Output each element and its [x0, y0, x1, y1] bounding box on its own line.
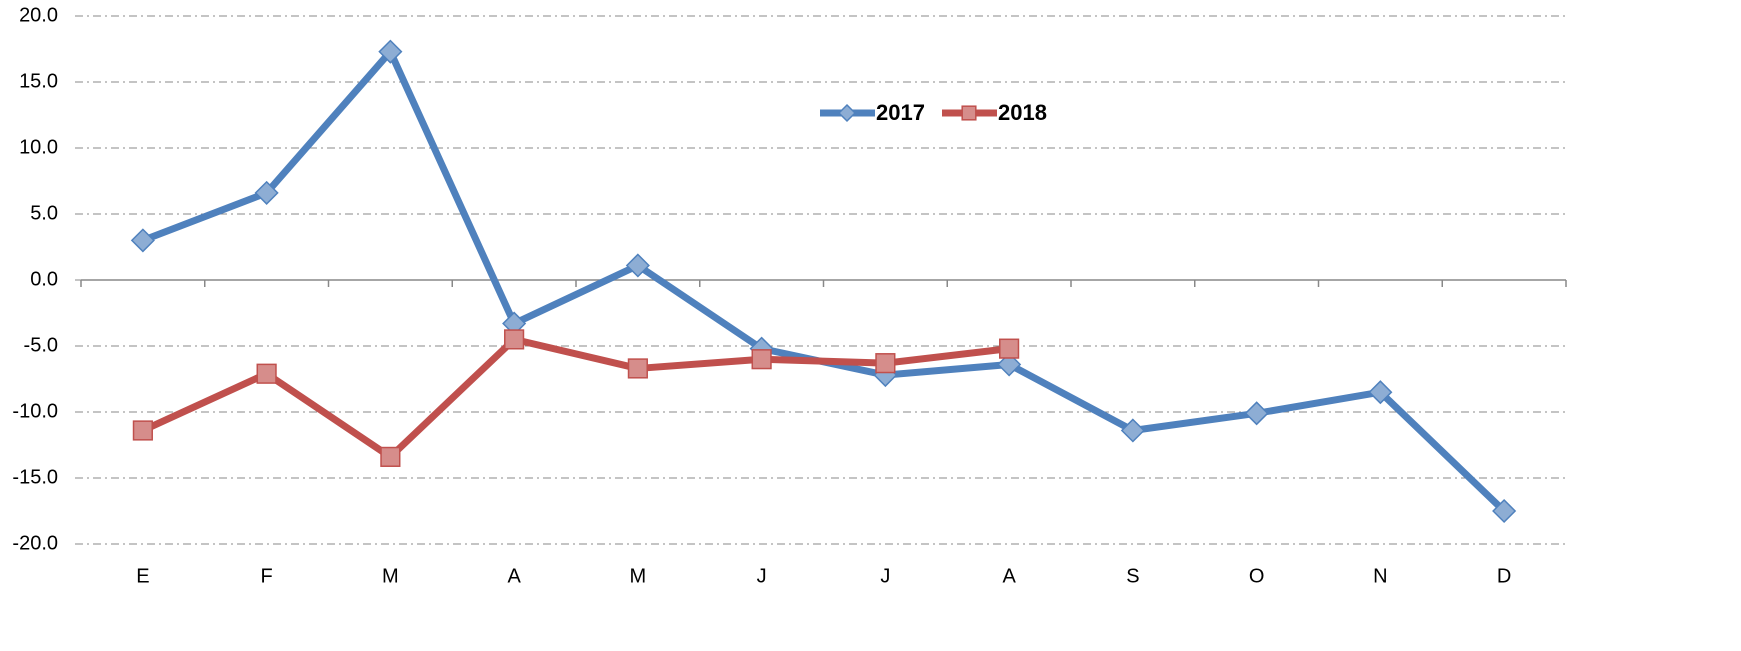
y-tick-label: 15.0: [19, 70, 58, 92]
y-tick-label: -15.0: [12, 466, 58, 488]
y-tick-label: 20.0: [19, 4, 58, 26]
data-point: [254, 180, 279, 205]
x-tick-label: J: [880, 565, 890, 587]
x-tick-label: M: [382, 565, 399, 587]
data-point: [875, 353, 896, 374]
series-line: [141, 335, 1010, 461]
x-tick-label: J: [757, 565, 767, 587]
x-tick-label: F: [261, 565, 273, 587]
x-tick-label: S: [1126, 565, 1139, 587]
y-tick-label: 5.0: [30, 202, 58, 224]
legend-marker: [837, 103, 857, 123]
data-point: [1244, 401, 1269, 426]
x-tick-label: O: [1249, 565, 1265, 587]
data-point: [132, 420, 153, 441]
data-point: [1492, 498, 1517, 524]
data-point: [378, 39, 403, 64]
data-point: [1368, 380, 1393, 405]
legend-label: 2018: [998, 100, 1047, 125]
data-point: [999, 338, 1020, 359]
legend-label: 2017: [876, 100, 925, 125]
data-point: [751, 349, 772, 370]
y-tick-label: 10.0: [19, 136, 58, 158]
y-tick-label: -20.0: [12, 532, 58, 554]
data-point: [130, 228, 155, 253]
data-point: [256, 363, 277, 384]
x-tick-label: N: [1373, 565, 1387, 587]
data-point: [1120, 418, 1145, 443]
x-tick-label: D: [1497, 565, 1511, 587]
x-tick-label: A: [1002, 565, 1016, 587]
legend-marker: [961, 105, 977, 121]
x-tick-label: M: [630, 565, 647, 587]
x-tick-label: E: [136, 565, 149, 587]
data-point: [504, 329, 525, 350]
data-point: [380, 446, 401, 467]
y-tick-label: 0.0: [30, 268, 58, 290]
data-point: [625, 253, 650, 278]
data-point: [627, 358, 648, 379]
x-tick-label: A: [507, 565, 521, 587]
y-tick-label: -10.0: [12, 400, 58, 422]
data-point: [997, 352, 1022, 377]
y-tick-label: -5.0: [24, 334, 58, 356]
